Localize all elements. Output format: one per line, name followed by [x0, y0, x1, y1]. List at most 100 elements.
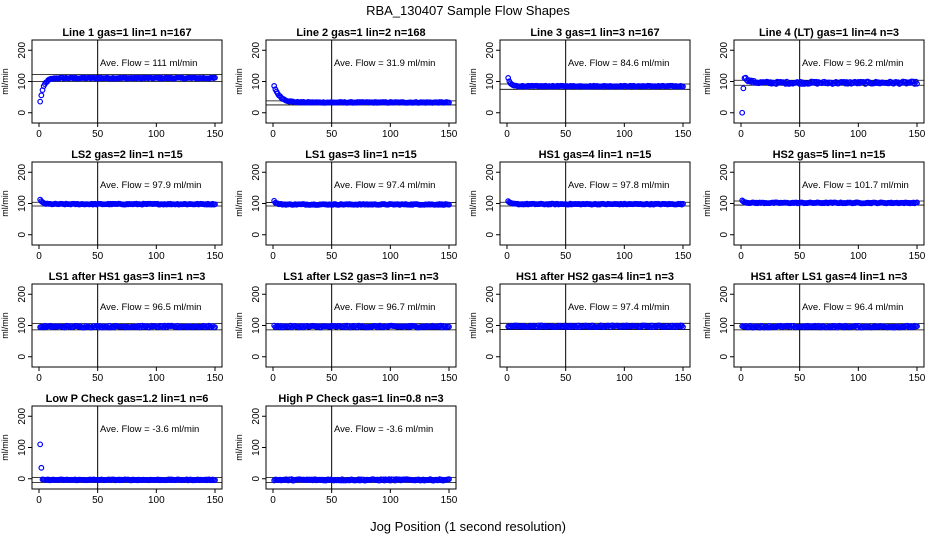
x-tick-label: 150	[675, 129, 692, 140]
figure-title: RBA_130407 Sample Flow Shapes	[366, 3, 570, 18]
y-tick-label: 0	[719, 354, 730, 360]
data-point	[212, 324, 218, 331]
y-axis: 0 100 200 ml/min	[0, 407, 32, 482]
x-tick-label: 100	[616, 373, 633, 384]
y-axis: 0 100 200 ml/min	[234, 407, 266, 482]
y-tick-label: 200	[485, 41, 496, 58]
data-point	[914, 80, 920, 87]
panel-title: HS1 after LS1 gas=4 lin=1 n=3	[751, 271, 908, 283]
x-tick-label: 50	[560, 251, 572, 262]
x-tick-label: 0	[504, 251, 510, 262]
data-point	[914, 199, 920, 206]
y-tick-label: 0	[17, 232, 28, 238]
data-point	[680, 200, 686, 207]
ave-flow-annotation: Ave. Flow = 97.4 ml/min	[568, 302, 669, 313]
panel-title: Line 2 gas=1 lin=2 n=168	[296, 27, 425, 39]
y-axis: 0 100 200 ml/min	[702, 285, 734, 360]
y-tick-label: 100	[251, 439, 262, 456]
panel-title: HS2 gas=5 lin=1 n=15	[773, 149, 886, 161]
y-axis-label: ml/min	[702, 68, 712, 95]
panel-title: Low P Check gas=1.2 lin=1 n=6	[46, 393, 209, 405]
x-tick-label: 50	[560, 373, 572, 384]
data-points	[271, 322, 452, 331]
data-point	[910, 323, 917, 330]
data-point	[678, 322, 685, 329]
x-tick-label: 50	[92, 251, 104, 262]
y-axis-label: ml/min	[468, 190, 478, 217]
panel-12: HS1 after LS1 gas=4 lin=1 n=3 Ave. Flow =…	[702, 271, 926, 384]
y-tick-label: 200	[17, 285, 28, 302]
data-point	[505, 75, 512, 81]
panel-13: Low P Check gas=1.2 lin=1 n=6 Ave. Flow =…	[0, 393, 224, 506]
panel-5: LS2 gas=2 lin=1 n=15 Ave. Flow = 97.9 ml/…	[0, 149, 224, 262]
data-point	[740, 85, 747, 92]
x-tick-label: 50	[794, 251, 806, 262]
x-tick-label: 0	[504, 129, 510, 140]
x-tick-label: 100	[850, 129, 867, 140]
panel-10: LS1 after LS2 gas=3 lin=1 n=3 Ave. Flow =…	[234, 271, 458, 384]
x-tick-label: 0	[738, 251, 744, 262]
x-tick-label: 0	[270, 373, 276, 384]
y-axis-label: ml/min	[468, 68, 478, 95]
y-tick-label: 200	[251, 163, 262, 180]
y-tick-label: 0	[17, 110, 28, 116]
ave-flow-annotation: Ave. Flow = -3.6 ml/min	[334, 424, 433, 435]
y-tick-label: 200	[251, 407, 262, 424]
y-tick-label: 100	[485, 317, 496, 334]
ave-flow-annotation: Ave. Flow = 84.6 ml/min	[568, 58, 669, 69]
panel-frame	[499, 39, 691, 124]
y-tick-label: 0	[17, 476, 28, 482]
data-points	[505, 322, 686, 331]
ave-flow-annotation: Ave. Flow = 97.8 ml/min	[568, 180, 669, 191]
x-tick-label: 150	[675, 373, 692, 384]
x-tick-label: 0	[36, 129, 42, 140]
y-axis: 0 100 200 ml/min	[234, 41, 266, 116]
y-tick-label: 100	[17, 439, 28, 456]
panel-title: HS1 gas=4 lin=1 n=15	[539, 149, 652, 161]
y-tick-label: 200	[485, 285, 496, 302]
data-point	[914, 323, 920, 330]
x-tick-label: 0	[270, 495, 276, 506]
y-axis: 0 100 200 ml/min	[702, 163, 734, 238]
data-point	[212, 74, 218, 81]
y-axis: 0 100 200 ml/min	[468, 285, 500, 360]
panel-title: High P Check gas=1 lin=0.8 n=3	[278, 393, 443, 405]
y-axis-label: ml/min	[0, 68, 10, 95]
x-tick-label: 100	[382, 251, 399, 262]
panel-title: LS1 gas=3 lin=1 n=15	[305, 149, 417, 161]
data-points	[739, 74, 920, 116]
x-axis-label: Jog Position (1 second resolution)	[370, 519, 566, 534]
panel-1: Line 1 gas=1 lin=1 n=167 Ave. Flow = 111 …	[0, 27, 224, 140]
y-tick-label: 100	[719, 317, 730, 334]
x-tick-label: 50	[92, 129, 104, 140]
y-tick-label: 0	[251, 354, 262, 360]
y-axis-label: ml/min	[0, 434, 10, 461]
ave-flow-annotation: Ave. Flow = 31.9 ml/min	[334, 58, 435, 69]
data-point	[446, 476, 452, 483]
data-points	[271, 83, 452, 106]
x-axis: 0 50 100 150	[504, 123, 692, 140]
ave-flow-annotation: Ave. Flow = 97.9 ml/min	[100, 180, 201, 191]
y-tick-label: 0	[251, 110, 262, 116]
x-tick-label: 0	[36, 495, 42, 506]
x-axis: 0 50 100 150	[270, 367, 458, 384]
panels-grid: Line 1 gas=1 lin=1 n=167 Ave. Flow = 111 …	[0, 27, 926, 506]
data-point	[37, 98, 44, 105]
panel-2: Line 2 gas=1 lin=2 n=168 Ave. Flow = 31.9…	[234, 27, 458, 140]
data-points	[271, 476, 452, 484]
y-tick-label: 200	[17, 163, 28, 180]
x-tick-label: 50	[326, 495, 338, 506]
ave-flow-annotation: Ave. Flow = 97.4 ml/min	[334, 180, 435, 191]
x-axis: 0 50 100 150	[504, 367, 692, 384]
y-tick-label: 200	[17, 407, 28, 424]
x-tick-label: 150	[207, 129, 224, 140]
x-tick-label: 150	[441, 495, 458, 506]
x-tick-label: 100	[382, 495, 399, 506]
x-tick-label: 50	[560, 129, 572, 140]
y-axis-label: ml/min	[234, 312, 244, 339]
data-point	[446, 99, 452, 106]
ave-flow-annotation: Ave. Flow = 101.7 ml/min	[802, 180, 909, 191]
x-axis: 0 50 100 150	[270, 123, 458, 140]
y-tick-label: 200	[485, 163, 496, 180]
